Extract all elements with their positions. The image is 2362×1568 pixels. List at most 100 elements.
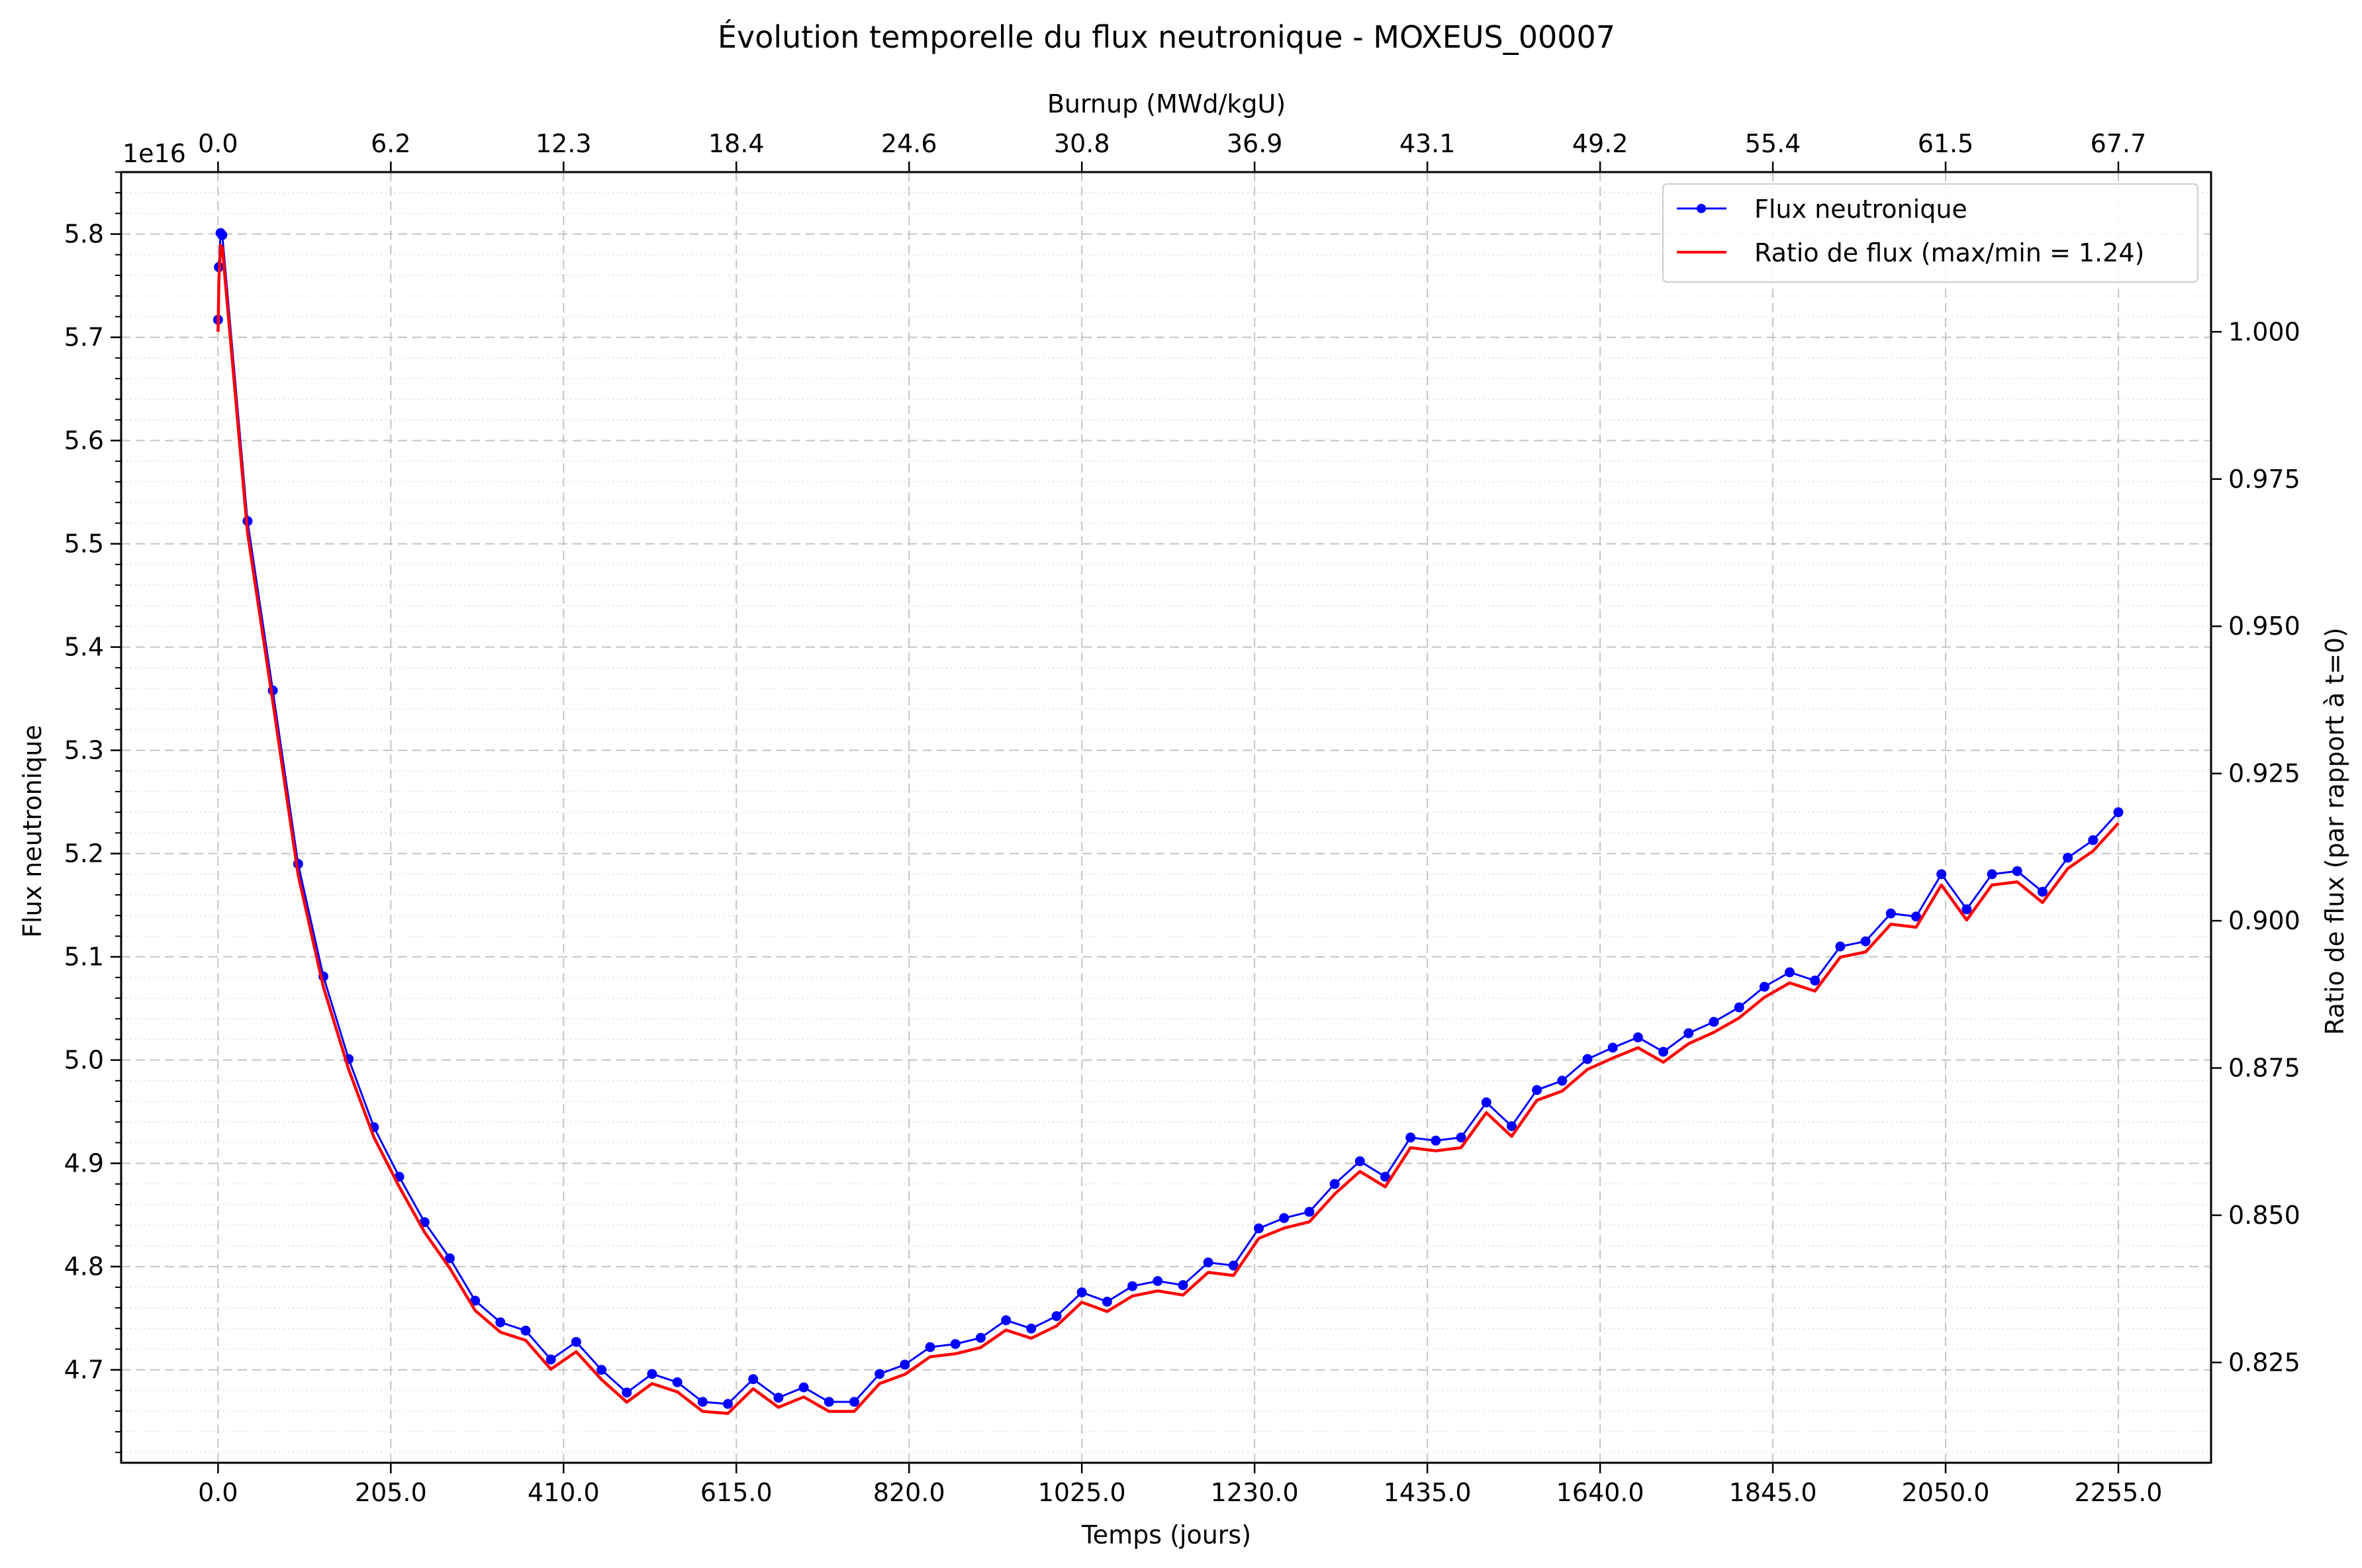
flux-point bbox=[798, 1382, 809, 1393]
top-tick-label: 24.6 bbox=[881, 129, 937, 158]
x-tick-label: 0.0 bbox=[198, 1478, 238, 1507]
top-tick-label: 6.2 bbox=[371, 129, 410, 158]
y2-tick-label: 0.900 bbox=[2228, 906, 2300, 935]
flux-point bbox=[925, 1342, 935, 1352]
top-tick-label: 18.4 bbox=[708, 129, 765, 158]
top-tick-label: 49.2 bbox=[1572, 129, 1629, 158]
flux-point bbox=[1102, 1297, 1112, 1307]
top-tick-label: 0.0 bbox=[198, 129, 238, 158]
flux-point bbox=[723, 1399, 733, 1409]
y-tick-label: 5.8 bbox=[64, 220, 104, 249]
flux-point bbox=[849, 1397, 859, 1407]
top-tick-label: 12.3 bbox=[536, 129, 592, 158]
y2-tick-label: 0.825 bbox=[2228, 1348, 2300, 1377]
flux-point bbox=[697, 1397, 708, 1407]
top-tick-label: 36.9 bbox=[1227, 129, 1283, 158]
plot-frame bbox=[120, 171, 2212, 1464]
x-tick-label: 615.0 bbox=[700, 1478, 773, 1507]
x-tick-label: 1435.0 bbox=[1384, 1478, 1472, 1507]
flux-point bbox=[571, 1336, 581, 1347]
y2-tick-label: 0.950 bbox=[2228, 612, 2300, 641]
flux-point bbox=[1228, 1260, 1239, 1271]
flux-point bbox=[672, 1377, 683, 1387]
ratio-line bbox=[216, 244, 2120, 1415]
flux-point bbox=[2113, 807, 2124, 817]
flux-point bbox=[1203, 1257, 1213, 1268]
y-tick-label: 5.0 bbox=[64, 1046, 104, 1075]
flux-point bbox=[2088, 835, 2099, 845]
flux-point bbox=[1051, 1311, 1062, 1321]
flux-point bbox=[1709, 1017, 1719, 1027]
flux-point bbox=[1001, 1315, 1012, 1326]
flux-point bbox=[975, 1332, 986, 1343]
flux-point bbox=[2063, 853, 2073, 863]
y-tick-label: 5.1 bbox=[64, 943, 104, 972]
x-tick-label: 1025.0 bbox=[1038, 1478, 1126, 1507]
flux-point bbox=[1632, 1032, 1643, 1042]
y-tick-label: 5.3 bbox=[64, 736, 104, 765]
flux-point bbox=[1810, 975, 1820, 986]
y-offset-text: 1e16 bbox=[122, 139, 186, 168]
flux-point bbox=[1456, 1132, 1466, 1143]
flux-point bbox=[1607, 1042, 1618, 1053]
flux-point bbox=[1860, 936, 1871, 946]
x-tick-label: 1230.0 bbox=[1211, 1478, 1299, 1507]
y-tick-label: 4.7 bbox=[64, 1356, 104, 1385]
top-tick-label: 61.5 bbox=[1918, 129, 1974, 158]
flux-point bbox=[1153, 1275, 1163, 1286]
top-tick-label: 55.4 bbox=[1745, 129, 1801, 158]
flux-point bbox=[217, 230, 228, 240]
y2-tick-label: 0.850 bbox=[2228, 1201, 2300, 1230]
y-tick-label: 5.2 bbox=[64, 839, 104, 868]
y-tick-label: 5.6 bbox=[64, 426, 104, 455]
flux-point bbox=[1683, 1028, 1694, 1038]
y2-tick-label: 0.925 bbox=[2228, 759, 2300, 788]
flux-point bbox=[2012, 866, 2022, 876]
flux-point bbox=[1304, 1207, 1315, 1217]
flux-point bbox=[444, 1253, 455, 1264]
x-tick-label: 2050.0 bbox=[1902, 1478, 1990, 1507]
flux-point bbox=[2037, 886, 2048, 897]
flux-point bbox=[1835, 941, 1846, 952]
flux-point bbox=[1127, 1281, 1138, 1291]
flux-point bbox=[1279, 1213, 1290, 1223]
flux-point bbox=[470, 1295, 481, 1306]
flux-point bbox=[1658, 1046, 1669, 1057]
x-tick-label: 1845.0 bbox=[1729, 1478, 1817, 1507]
flux-point bbox=[748, 1374, 759, 1385]
flux-point bbox=[1026, 1323, 1037, 1334]
x-axis-label: Temps (jours) bbox=[1081, 1520, 1251, 1549]
flux-point bbox=[1380, 1172, 1390, 1182]
axis-ticks: 4.7 4.8 4.9 5.0 5.1 5.2 5.3 5.4 5.5 5.6 5.7 5.8 0.0 0… bbox=[64, 129, 2300, 1507]
flux-point bbox=[1354, 1156, 1365, 1166]
flux-point bbox=[545, 1354, 556, 1365]
top-tick-label: 30.8 bbox=[1054, 129, 1110, 158]
legend-label-ratio: Ratio de flux (max/min = 1.24) bbox=[1754, 238, 2144, 267]
flux-point bbox=[1759, 982, 1770, 992]
legend-box bbox=[1662, 183, 2198, 283]
grid bbox=[121, 171, 2211, 1463]
top-tick-label: 43.1 bbox=[1399, 129, 1456, 158]
y2-axis-label: Ratio de flux (par rapport à t=0) bbox=[2320, 627, 2349, 1035]
y-tick-label: 5.7 bbox=[64, 323, 104, 352]
flux-point bbox=[1532, 1085, 1542, 1095]
flux-point bbox=[900, 1360, 910, 1370]
flux-point bbox=[1076, 1287, 1087, 1298]
flux-point bbox=[596, 1365, 607, 1375]
flux-point bbox=[1178, 1280, 1188, 1291]
x-tick-label: 820.0 bbox=[873, 1478, 945, 1507]
flux-point bbox=[1431, 1135, 1441, 1146]
y-tick-label: 4.8 bbox=[64, 1252, 104, 1281]
flux-point bbox=[1557, 1076, 1568, 1086]
y2-tick-label: 1.000 bbox=[2228, 317, 2300, 346]
flux-point bbox=[1734, 1002, 1744, 1013]
flux-point bbox=[1582, 1054, 1593, 1064]
flux-point bbox=[1885, 908, 1896, 919]
flux-point bbox=[824, 1397, 834, 1407]
flux-point bbox=[1911, 911, 1921, 922]
chart-title: Évolution temporelle du flux neutronique… bbox=[718, 19, 1615, 55]
flux-point bbox=[495, 1317, 506, 1328]
x-tick-label: 410.0 bbox=[528, 1478, 600, 1507]
